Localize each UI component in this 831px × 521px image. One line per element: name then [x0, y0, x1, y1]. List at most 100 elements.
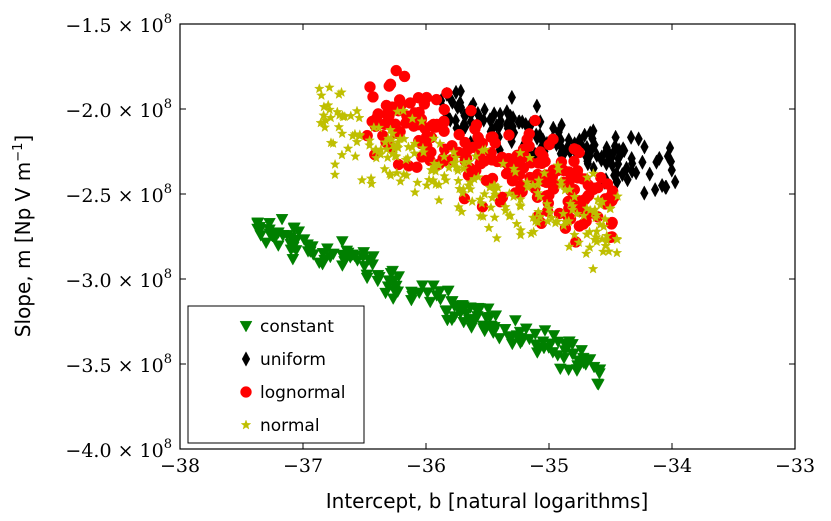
constant-point [576, 352, 590, 365]
normal-point [497, 158, 509, 169]
constant-point [286, 241, 300, 254]
normal-point [391, 167, 403, 178]
y-tick-label: −4.0 × 108 [65, 437, 172, 462]
x-axis-label: Intercept, b [natural logarithms] [326, 489, 649, 513]
normal-point [433, 194, 445, 205]
constant-point [386, 293, 400, 305]
normal-point [458, 157, 470, 168]
constant-point [389, 280, 403, 293]
constant-point [498, 324, 512, 336]
lognormal-point [419, 122, 432, 134]
normal-point [603, 245, 615, 256]
normal-point [353, 112, 365, 123]
uniform-point [514, 114, 523, 130]
normal-point [524, 152, 536, 163]
legend: constant uniform lognormal normal [187, 305, 365, 444]
constant-point [470, 304, 484, 316]
normal-point [500, 205, 511, 216]
constant-point [316, 248, 330, 260]
constant-point [427, 280, 440, 292]
constant-point [441, 314, 454, 327]
lognormal-point [543, 138, 555, 151]
normal-point [533, 174, 545, 185]
normal-point [514, 199, 526, 210]
uniform-point [626, 129, 636, 145]
x-tick-label: −33 [775, 455, 815, 477]
normal-point [541, 198, 553, 209]
constant-point [358, 261, 371, 273]
constant-point [318, 254, 331, 267]
constant-point [439, 305, 453, 317]
uniform-point [627, 163, 637, 179]
constant-point [562, 364, 575, 377]
normal-point [476, 197, 488, 208]
normal-point [412, 177, 423, 188]
x-tick-label: −34 [652, 455, 692, 477]
normal-point [428, 133, 440, 144]
normal-point [395, 175, 406, 186]
lognormal-point [513, 156, 526, 168]
y-axis: −1.5 × 108 −2.0 × 108 −2.5 × 108 −3.0 × 108… [65, 12, 795, 462]
constant-point [423, 296, 437, 309]
constant-point [371, 270, 385, 282]
constant-point [286, 254, 300, 266]
constant-point [509, 315, 522, 327]
constant-point [544, 338, 557, 351]
lognormal-point [384, 78, 397, 91]
normal-point [409, 138, 421, 149]
normal-point [407, 113, 418, 124]
lognormal-point [563, 166, 575, 178]
constant-point [486, 327, 500, 339]
normal-point [485, 201, 497, 213]
normal-point [316, 89, 327, 101]
normal-point [555, 179, 567, 190]
normal-point [587, 168, 599, 179]
legend-marker-lognormal [240, 386, 252, 398]
normal-point [611, 233, 623, 244]
normal-point [389, 150, 401, 161]
normal-point [453, 175, 464, 186]
constant-point [360, 272, 374, 285]
constant-point [465, 313, 479, 326]
normal-point [392, 106, 403, 117]
constant-point [591, 378, 604, 391]
uniform-point [645, 166, 654, 182]
y-axis-label-main: Slope, m [Np V m [11, 162, 35, 337]
lognormal-point [516, 186, 528, 198]
normal-point [314, 83, 325, 94]
normal-point [599, 213, 611, 224]
constant-point [454, 300, 467, 313]
legend-marker-normal [240, 419, 252, 430]
uniform-point [502, 104, 512, 120]
lognormal-point [364, 81, 376, 93]
constant-point [259, 237, 273, 250]
normal-point [332, 106, 343, 117]
normal-point [550, 217, 561, 228]
constant-point [434, 294, 447, 306]
normal-point [533, 206, 544, 217]
normal-point [600, 240, 612, 251]
constant-point [547, 330, 561, 342]
uniform-point [590, 137, 599, 153]
uniform-point [532, 98, 542, 114]
uniform-point [666, 153, 676, 170]
constant-point [557, 352, 571, 365]
legend-marker-constant [239, 321, 253, 333]
normal-point [504, 188, 515, 199]
x-axis: −38 −37 −36 −35 −34 −33 [160, 24, 815, 477]
uniform-point [507, 89, 516, 106]
y-tick-label: −2.5 × 108 [65, 182, 172, 207]
normal-point [322, 99, 334, 110]
normal-point [573, 236, 585, 248]
normal-point [466, 195, 478, 207]
uniform-point [640, 185, 649, 201]
lognormal-point [438, 103, 451, 116]
normal-point [465, 176, 476, 187]
constant-point [339, 253, 352, 265]
uniform-point [602, 156, 611, 172]
normal-point [351, 136, 363, 147]
normal-point [373, 122, 385, 133]
constant-point [513, 326, 527, 339]
lognormal-point [587, 183, 600, 196]
